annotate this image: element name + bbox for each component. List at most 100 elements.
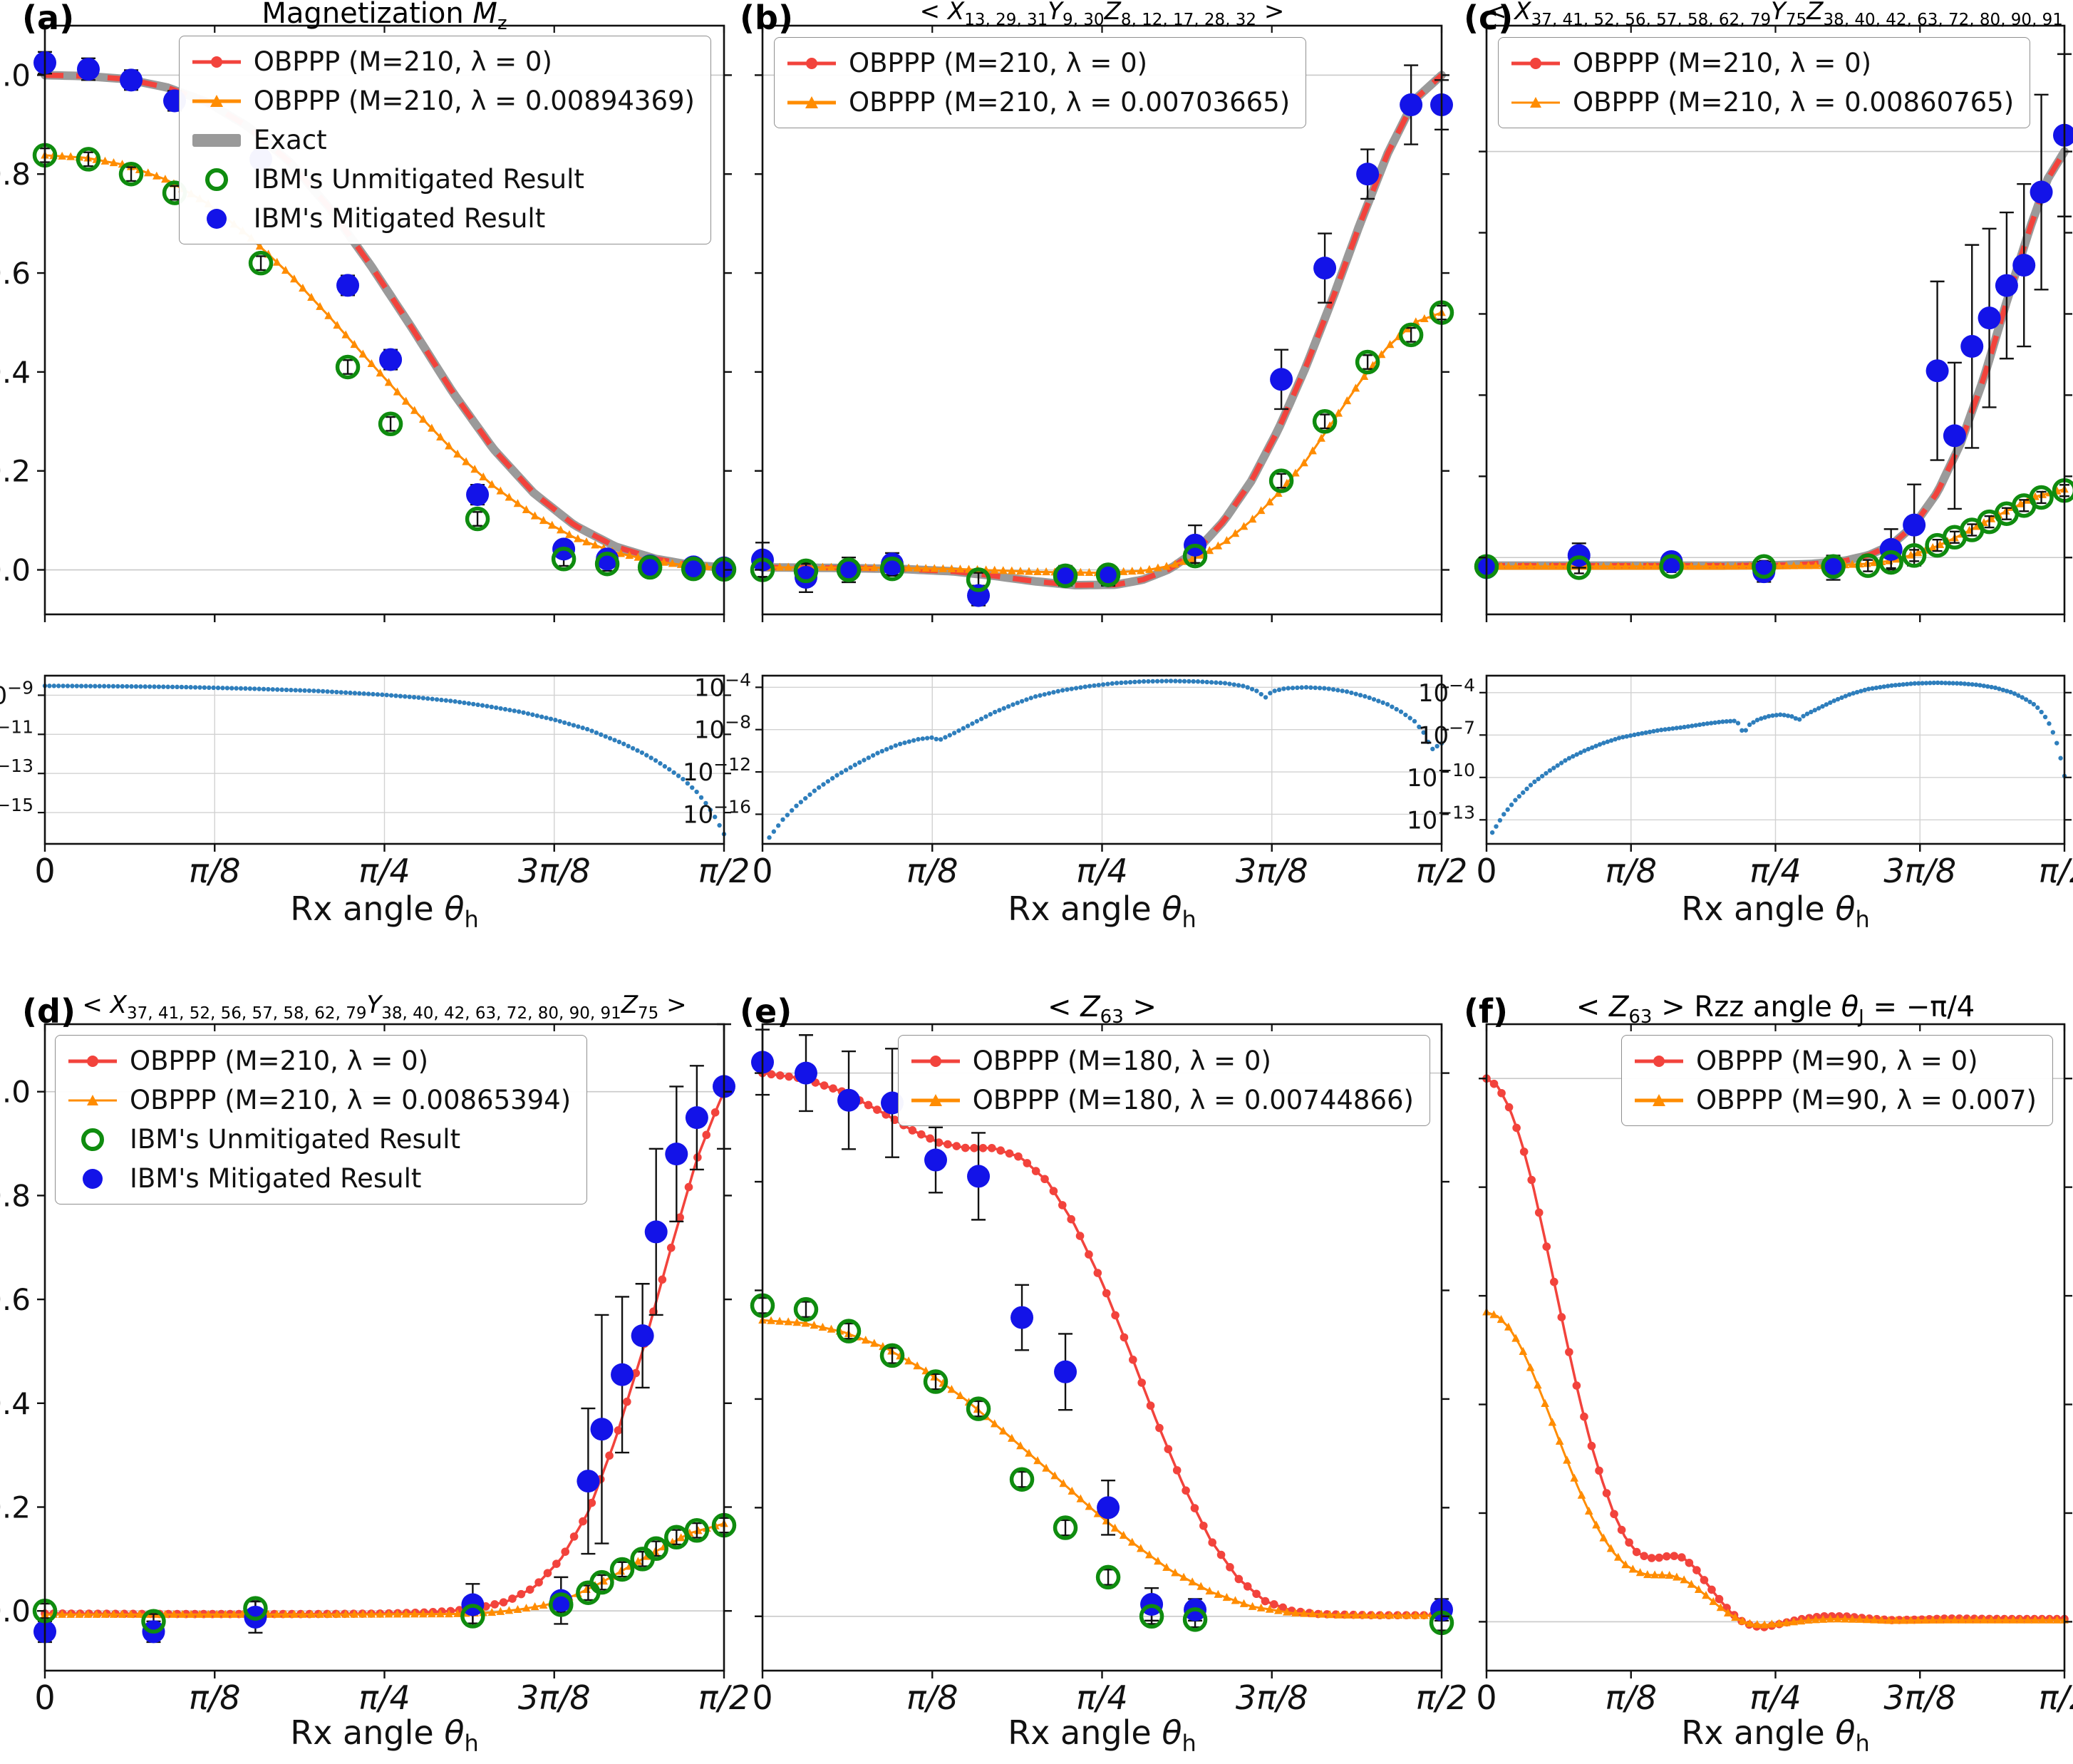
legend-label: OBPPP (M=210, λ = 0) — [1573, 48, 1872, 78]
ibm-mitigated-point — [2012, 254, 2036, 277]
x-tick-label: π/2 — [698, 852, 750, 890]
ibm-mitigated-point — [336, 274, 360, 297]
orange-line-triangle-icon — [1635, 1093, 1684, 1106]
ibm-unmitigated-point — [551, 547, 577, 572]
x-tick-label: 0 — [34, 1678, 55, 1717]
y-tick-label: 1.0 — [0, 1075, 31, 1110]
panel-label-a: (a) — [22, 0, 75, 37]
red-line-dot-icon — [911, 1055, 960, 1067]
ibm-unmitigated-point — [1095, 1564, 1121, 1590]
x-tick-label: π/8 — [906, 1678, 958, 1717]
ibm-unmitigated-point — [1901, 543, 1927, 568]
ibm-unmitigated-point — [549, 1592, 574, 1617]
panel-title-d: < X37, 41, 52, 56, 57, 58, 62, 79Y38, 40… — [82, 991, 687, 1023]
legend-item: IBM's Mitigated Result — [67, 1163, 571, 1194]
legend-item: IBM's Unmitigated Result — [191, 164, 695, 195]
ibm-unmitigated-point — [793, 1296, 819, 1322]
panel-c-plot — [1474, 24, 2073, 622]
legend-label: OBPPP (M=90, λ = 0.007) — [1696, 1085, 2037, 1115]
ibm-mitigated-point — [379, 348, 403, 371]
ibm-mitigated-point — [590, 1418, 614, 1441]
ibm-unmitigated-point — [2029, 485, 2054, 510]
panel-label-e: (e) — [740, 992, 792, 1031]
legend-item: OBPPP (M=210, λ = 0) — [786, 48, 1290, 78]
ibm-mitigated-point — [1097, 1496, 1120, 1520]
legend-label: OBPPP (M=210, λ = 0.00860765) — [1573, 87, 2015, 118]
x-tick-label: π/4 — [358, 852, 410, 890]
ibm-unmitigated-point — [1398, 322, 1424, 348]
legend-label: OBPPP (M=210, λ = 0) — [849, 48, 1148, 78]
green-ring-icon — [205, 167, 228, 191]
ibm-mitigated-point — [665, 1143, 688, 1166]
blue-dot-icon — [206, 208, 227, 229]
x-tick-label: π/4 — [1076, 1678, 1127, 1717]
ibm-unmitigated-point — [1312, 409, 1338, 434]
legend-label: OBPPP (M=210, λ = 0) — [130, 1046, 429, 1076]
legend-item: OBPPP (M=210, λ = 0) — [1510, 48, 2014, 78]
red-line-dot-icon — [1635, 1055, 1684, 1067]
legend-item: OBPPP (M=90, λ = 0) — [1633, 1046, 2037, 1076]
x-tick-label: 0 — [34, 852, 55, 890]
ibm-unmitigated-point — [76, 147, 101, 172]
sub-y-tick-label: 10−8 — [694, 712, 751, 745]
red-line-dot-icon — [787, 57, 836, 69]
ibm-unmitigated-point — [335, 354, 361, 380]
ibm-mitigated-point — [1054, 1360, 1077, 1383]
legend-panel-e: OBPPP (M=180, λ = 0) OBPPP (M=180, λ = 0… — [897, 1035, 1430, 1126]
legend-label: Exact — [253, 125, 327, 155]
y-tick-label: 0.0 — [0, 553, 31, 588]
ibm-unmitigated-point — [609, 1557, 635, 1582]
ibm-mitigated-point — [685, 1106, 708, 1130]
ibm-unmitigated-point — [879, 1343, 905, 1368]
panel-f-plot: 0 π/8 π/4 3π/8 π/2 — [1476, 1023, 2073, 1717]
ibm-unmitigated-point — [243, 1596, 268, 1621]
ibm-mitigated-point — [924, 1148, 948, 1172]
ibm-mitigated-point — [1356, 163, 1380, 186]
ibm-unmitigated-point — [589, 1569, 614, 1595]
sub-y-tick-label: 10−7 — [1418, 717, 1475, 750]
ibm-unmitigated-point — [460, 1604, 485, 1629]
y-tick-label: 0.2 — [0, 1490, 31, 1525]
legend-item: OBPPP (M=210, λ = 0.00894369) — [191, 86, 695, 116]
x-axis-label-d: Rx angle θh — [290, 1713, 479, 1758]
legend-item: OBPPP (M=180, λ = 0.00744866) — [910, 1085, 1414, 1115]
red-line-dot-icon — [192, 56, 241, 68]
ibm-unmitigated-point — [1355, 349, 1380, 375]
orange-line-triangle-icon — [911, 1093, 960, 1106]
legend-label: OBPPP (M=210, λ = 0.00703665) — [849, 87, 1291, 118]
ibm-mitigated-point — [794, 565, 817, 589]
x-tick-label: 0 — [1476, 1678, 1496, 1717]
panel-label-c: (c) — [1464, 0, 1514, 37]
ibm-mitigated-point — [2030, 180, 2053, 204]
ibm-mitigated-point — [631, 1324, 654, 1348]
y-tick-label: 0.6 — [0, 1282, 31, 1317]
series-obppp-orange — [1486, 1311, 2064, 1626]
series-exact — [758, 71, 1446, 589]
ibm-unmitigated-point — [465, 506, 490, 532]
x-axis-label-b: Rx angle θh — [1008, 889, 1196, 934]
panel-a-error-subplot: 10−9 10−11 10−13 10−150 π/8 π/4 3π/8 π/2 — [0, 674, 750, 890]
ibm-unmitigated-point — [684, 1518, 710, 1543]
legend-label: OBPPP (M=90, λ = 0) — [1696, 1046, 1978, 1076]
x-tick-label: 0 — [752, 852, 772, 890]
x-tick-label: π/2 — [1416, 1678, 1467, 1717]
x-tick-label: π/8 — [1606, 852, 1657, 890]
blue-dot-icon — [83, 1168, 103, 1189]
legend-panel-c: OBPPP (M=210, λ = 0) OBPPP (M=210, λ = 0… — [1498, 37, 2031, 128]
x-tick-label: π/2 — [698, 1678, 750, 1717]
x-tick-label: 0 — [1476, 852, 1496, 890]
legend-item: OBPPP (M=180, λ = 0) — [910, 1046, 1414, 1076]
ibm-unmitigated-point — [1182, 1607, 1208, 1632]
ibm-mitigated-point — [1943, 424, 1966, 448]
ibm-mitigated-point — [1903, 513, 1926, 537]
panel-b-plot — [750, 24, 1454, 622]
legend-item: OBPPP (M=210, λ = 0) — [67, 1046, 571, 1076]
ibm-mitigated-point — [967, 1165, 991, 1188]
y-tick-label: 0.4 — [0, 355, 31, 390]
x-tick-label: π/4 — [358, 1678, 410, 1717]
legend-item: Exact — [191, 125, 695, 155]
panel-d-plot: 0.0 0.2 0.4 0.6 0.8 1.0 0 π/8 π/4 3π/8 π/2 — [0, 1023, 750, 1717]
orange-line-triangle-icon — [192, 94, 241, 107]
panel-title-a: Magnetization Mz — [262, 0, 507, 34]
